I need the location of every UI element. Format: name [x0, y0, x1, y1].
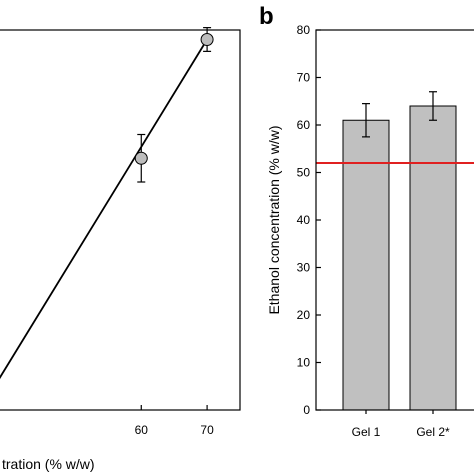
panel-a-plot-frame: [0, 29, 241, 411]
panel-b-bars: [342, 91, 457, 411]
panel-a-x-axis-title: tration (% w/w): [2, 456, 95, 472]
panel-b-bar: [409, 105, 457, 411]
panel-b-y-axis-title: Ethanol concentration (% w/w): [266, 125, 282, 314]
panel-a-data-points: [134, 27, 214, 183]
panel-a-x-tick-label: 70: [200, 423, 214, 437]
panel-a-data-point: [134, 151, 148, 165]
panel-b-y-tick-label: 70: [297, 71, 311, 85]
panel-a-data-point: [200, 33, 214, 46]
panel-a-x-ticks: 60 70: [135, 405, 214, 437]
panel-b-y-tick-label: 20: [297, 308, 311, 322]
panel-b-y-tick-label: 50: [297, 166, 311, 180]
panel-b-y-tick-label: 10: [297, 356, 311, 370]
panel-b-category-label: Gel 1: [352, 425, 381, 439]
panel-a-x-tick-label: 60: [135, 423, 149, 437]
panel-b-y-tick-label: 0: [303, 403, 310, 417]
panel-b-category-label: Gel 2*: [416, 425, 450, 439]
panel-b-plot-frame: [315, 29, 474, 411]
panel-b-y-tick-label: 60: [297, 118, 311, 132]
panel-b-bar-chart: b Ethanol concentration (% w/w) 0 10 20 30 4…: [259, 3, 474, 439]
panel-a-scatter-chart: 60 70 tration (% w/w): [0, 27, 241, 472]
panel-b-y-tick-label: 80: [297, 23, 311, 37]
panel-b-y-tick-label: 30: [297, 261, 311, 275]
panel-b-y-ticks: 0 10 20 30 40 50 60 70 80: [297, 23, 321, 417]
panel-b-y-tick-label: 40: [297, 213, 311, 227]
panel-b-label: b: [259, 3, 274, 30]
panel-b-x-categories: Gel 1 Gel 2*: [352, 410, 450, 439]
panel-a-fit-line: [0, 39, 208, 380]
